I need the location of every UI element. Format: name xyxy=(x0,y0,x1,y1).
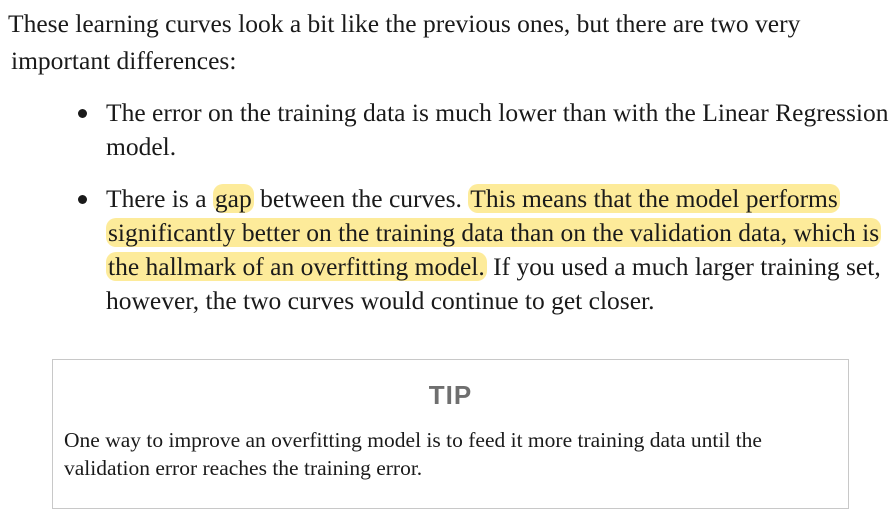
tip-body: One way to improve an overfitting model … xyxy=(64,428,762,480)
differences-list: The error on the training data is much l… xyxy=(0,96,891,336)
point-1-text: The error on the training data is much l… xyxy=(106,98,889,161)
bullet-icon xyxy=(78,195,87,204)
tip-box: TIP One way to improve an overfitting mo… xyxy=(52,359,849,509)
highlight-gap[interactable]: gap xyxy=(212,184,254,213)
intro-line-2: important differences: xyxy=(11,46,237,75)
list-item: There is a gap between the curves. This … xyxy=(0,182,891,318)
bullet-icon xyxy=(78,109,87,118)
point-2-text-start: There is a xyxy=(106,184,213,213)
tip-title: TIP xyxy=(428,380,473,410)
intro-paragraph: These learning curves look a bit like th… xyxy=(8,5,878,79)
point-2-text-middle: between the curves. xyxy=(253,184,469,213)
point-2-text-end: If you used a much larger training set, … xyxy=(106,252,881,315)
list-item: The error on the training data is much l… xyxy=(0,96,891,164)
intro-line-1: These learning curves look a bit like th… xyxy=(8,9,801,38)
